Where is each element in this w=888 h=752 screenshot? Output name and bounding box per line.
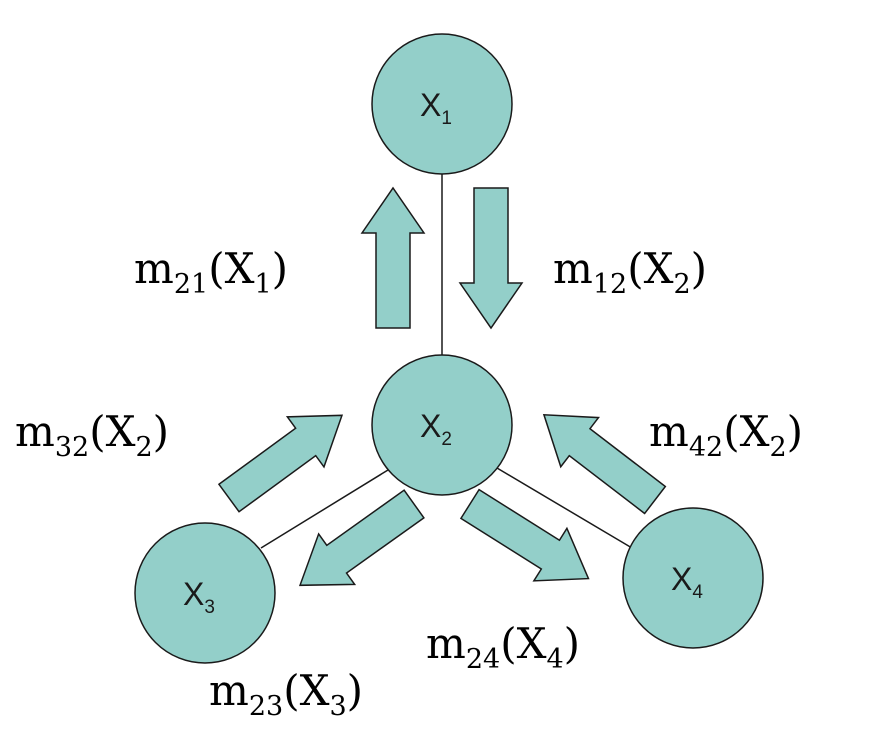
edge-x2-x3 xyxy=(260,469,389,549)
arrow-m42-to-x2 xyxy=(542,413,667,515)
node-x3-label: X3 xyxy=(183,576,215,618)
node-x1-circle xyxy=(371,33,513,175)
arrow-m23-to-x3 xyxy=(298,489,425,587)
arrow-m12-down xyxy=(458,187,524,330)
node-x4-circle xyxy=(622,507,764,649)
arrow-m21-up xyxy=(360,186,426,329)
message-label-m21: m21(X1) xyxy=(134,244,288,300)
arrow-m24-to-x4 xyxy=(459,488,590,582)
node-x2-circle xyxy=(371,354,513,496)
message-label-m42: m42(X2) xyxy=(649,407,803,463)
message-label-m12: m12(X2) xyxy=(553,244,707,300)
node-x4-label: X4 xyxy=(671,561,703,603)
node-x2: X2 xyxy=(371,354,513,496)
node-x3-circle xyxy=(134,522,276,664)
node-x2-label: X2 xyxy=(420,408,452,450)
message-label-m24: m24(X4) xyxy=(426,619,580,675)
node-x3: X3 xyxy=(134,522,276,664)
message-label-m32: m32(X2) xyxy=(15,407,169,463)
message-label-m23: m23(X3) xyxy=(209,666,363,722)
node-x1: X1 xyxy=(371,33,513,175)
edge-x2-x4 xyxy=(496,467,633,549)
node-x1-label: X1 xyxy=(420,87,452,129)
arrow-m32-to-x2 xyxy=(217,414,344,513)
node-x4: X4 xyxy=(622,507,764,649)
